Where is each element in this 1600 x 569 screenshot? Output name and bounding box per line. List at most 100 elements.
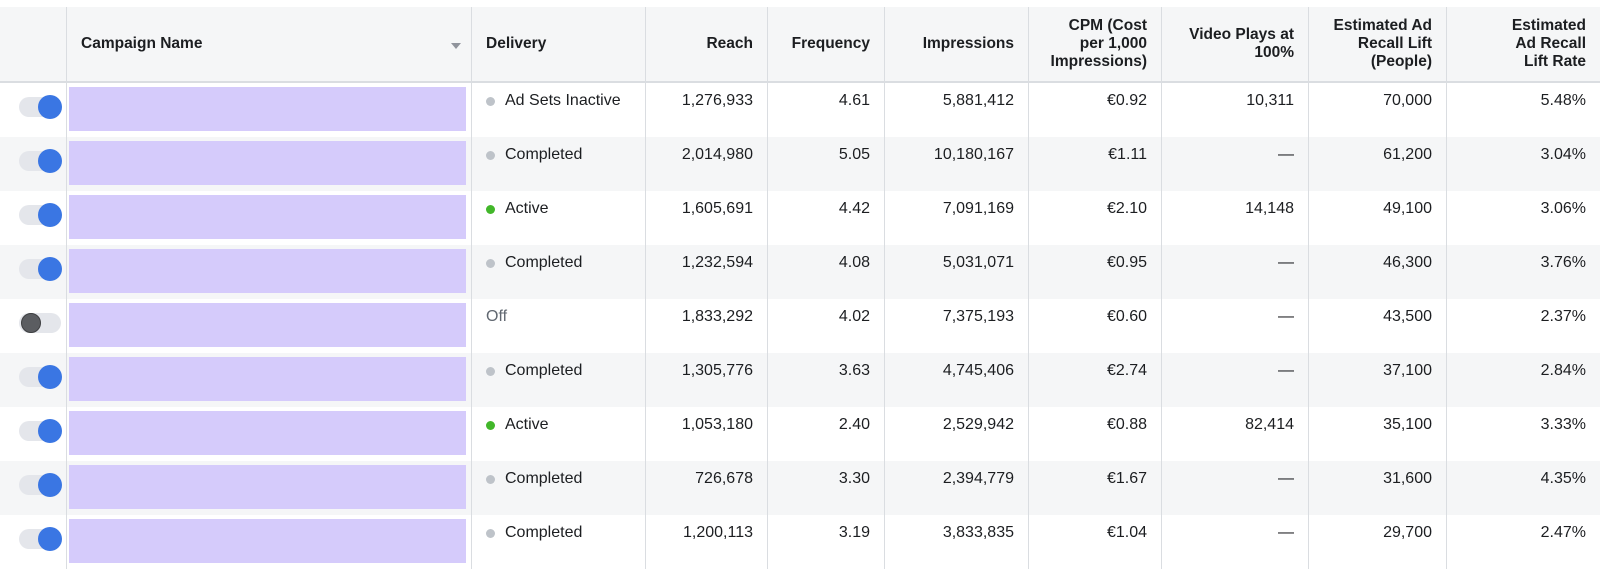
campaigns-table: Campaign Name Delivery Reach Frequency I… [0,7,1600,569]
delivery-status: Completed [486,362,631,380]
video-plays-cell: — [1162,461,1309,515]
impressions-cell: 2,529,942 [885,407,1029,461]
campaign-name-redacted[interactable] [69,141,466,185]
campaign-name-redacted[interactable] [69,357,466,401]
status-dot-icon [486,96,495,106]
impressions-cell: 3,833,835 [885,515,1029,569]
ad-recall-lift-cell: 29,700 [1309,515,1447,569]
header-delivery[interactable]: Delivery [472,7,646,81]
frequency-cell: 3.63 [768,353,885,407]
header-toggle-column [0,7,67,81]
header-lift-label: Estimated Ad Recall Lift (People) [1334,17,1432,71]
delivery-cell: Completed [472,515,646,569]
ad-recall-lift-cell: 61,200 [1309,137,1447,191]
table-body: Ad Sets Inactive 1,276,933 4.61 5,881,412 €0… [0,83,1600,569]
campaign-name-cell[interactable] [67,461,472,515]
table-row[interactable]: Active 1,053,180 2.40 2,529,942 €0.88 82,414 3… [0,407,1600,461]
header-video-label: Video Plays at 100% [1189,26,1294,62]
header-frequency[interactable]: Frequency [768,7,885,81]
delivery-status-text: Off [486,308,508,325]
toggle-knob [38,365,62,389]
delivery-cell: Completed [472,353,646,407]
frequency-cell: 4.61 [768,83,885,137]
campaign-name-cell[interactable] [67,515,472,569]
header-video-plays[interactable]: Video Plays at 100% [1162,7,1309,81]
campaign-toggle[interactable] [19,419,63,443]
header-cpm-line: CPM (Cost [1068,17,1147,34]
table-row[interactable]: Completed 1,200,113 3.19 3,833,835 €1.04—29,… [0,515,1600,569]
video-plays-cell: — [1162,245,1309,299]
table-row[interactable]: Off 1,833,292 4.02 7,375,193 €0.60—43,500 2.3… [0,299,1600,353]
table-row[interactable]: Completed 2,014,980 5.05 10,180,167 €1.11—61… [0,137,1600,191]
campaign-name-redacted[interactable] [69,195,466,239]
impressions-cell: 4,745,406 [885,353,1029,407]
video-plays-cell: — [1162,515,1309,569]
campaign-name-cell[interactable] [67,407,472,461]
campaign-name-cell[interactable] [67,245,472,299]
reach-cell: 1,305,776 [646,353,768,407]
header-impressions-label: Impressions [922,35,1014,52]
delivery-status-text: Active [505,200,549,217]
delivery-cell: Active [472,407,646,461]
campaign-name-cell[interactable] [67,353,472,407]
campaign-toggle[interactable] [19,257,63,281]
header-lift-line: Recall Lift [1357,35,1432,52]
cpm-cell: €0.60 [1029,299,1162,353]
delivery-status-text: Completed [505,362,583,379]
delivery-cell: Off [472,299,646,353]
delivery-cell: Ad Sets Inactive [472,83,646,137]
impressions-cell: 5,031,071 [885,245,1029,299]
campaign-toggle[interactable] [19,95,63,119]
ad-recall-rate-cell: 3.33% [1540,416,1586,433]
table-row[interactable]: Completed 1,305,776 3.63 4,745,406 €2.74—37,… [0,353,1600,407]
campaign-name-cell[interactable] [67,299,472,353]
campaign-name-redacted[interactable] [69,411,466,455]
campaign-toggle[interactable] [19,149,63,173]
reach-cell: 2,014,980 [646,137,768,191]
table-header: Campaign Name Delivery Reach Frequency I… [0,7,1600,83]
sort-down-icon[interactable] [451,43,461,49]
header-reach[interactable]: Reach [646,7,768,81]
ad-recall-rate-cell: 3.04% [1540,146,1586,163]
header-ad-recall-lift[interactable]: Estimated Ad Recall Lift (People) [1309,7,1447,81]
table-row[interactable]: Ad Sets Inactive 1,276,933 4.61 5,881,412 €0… [0,83,1600,137]
header-ad-recall-rate[interactable]: Estimated Ad Recall Lift Rate [1447,7,1600,81]
ad-recall-lift-cell: 49,100 [1309,191,1447,245]
campaign-toggle[interactable] [19,527,63,551]
toggle-knob [38,473,62,497]
header-video-line: 100% [1254,44,1294,61]
campaign-name-cell[interactable] [67,83,472,137]
toggle-knob [38,203,62,227]
cpm-cell: €1.11 [1029,137,1162,191]
campaign-toggle[interactable] [19,365,63,389]
header-impressions[interactable]: Impressions [885,7,1029,81]
campaign-toggle[interactable] [19,473,63,497]
campaign-name-cell[interactable] [67,191,472,245]
toggle-knob [38,527,62,551]
frequency-cell: 3.30 [768,461,885,515]
toggle-cell [0,191,67,245]
toggle-cell [0,299,67,353]
campaign-name-redacted[interactable] [69,303,466,347]
campaign-toggle[interactable] [19,311,63,335]
frequency-cell: 4.02 [768,299,885,353]
impressions-cell: 5,881,412 [885,83,1029,137]
campaign-name-redacted[interactable] [69,87,466,131]
ad-recall-lift-cell: 35,100 [1309,407,1447,461]
campaign-name-cell[interactable] [67,137,472,191]
campaign-name-redacted[interactable] [69,465,466,509]
table-row[interactable]: Completed 1,232,594 4.08 5,031,071 €0.95—46,… [0,245,1600,299]
campaign-name-redacted[interactable] [69,519,466,563]
table-row[interactable]: Active 1,605,691 4.42 7,091,169 €2.10 14,148 4… [0,191,1600,245]
campaign-name-redacted[interactable] [69,249,466,293]
status-dot-icon [486,366,495,376]
campaign-toggle[interactable] [19,203,63,227]
ad-recall-lift-cell: 37,100 [1309,353,1447,407]
table-row[interactable]: Completed 726,678 3.30 2,394,779 €1.67—31,60… [0,461,1600,515]
delivery-status: Completed [486,470,631,488]
header-rate-line: Ad Recall [1515,35,1586,52]
delivery-status: Active [486,416,631,434]
header-cpm[interactable]: CPM (Cost per 1,000 Impressions) [1029,7,1162,81]
header-campaign-name[interactable]: Campaign Name [67,7,472,81]
toggle-cell [0,245,67,299]
